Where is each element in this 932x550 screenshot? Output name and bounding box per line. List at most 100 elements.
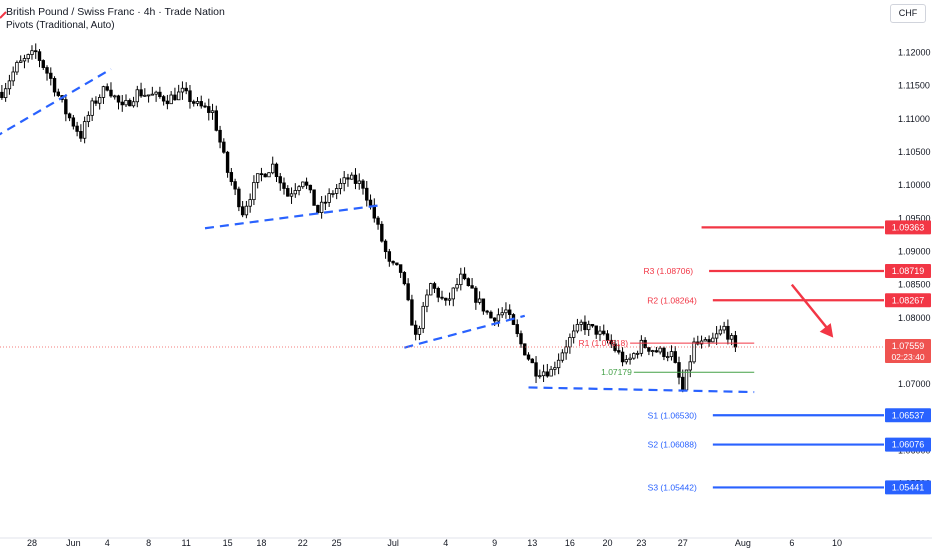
candle-body (602, 330, 606, 335)
candle-body (184, 87, 188, 92)
candle-body (327, 193, 331, 203)
candle-body (440, 296, 444, 299)
candle-body (18, 60, 23, 63)
candle-body (545, 371, 550, 377)
time-tick-label: 13 (527, 538, 537, 548)
pivot-label-s1: S1 (1.06530) (648, 410, 697, 420)
candle-body (22, 58, 27, 62)
candle-body (195, 101, 200, 104)
candle-body (383, 240, 388, 253)
candle-body (274, 163, 279, 178)
candle-body (109, 89, 113, 97)
candle-body (425, 294, 429, 307)
candle-body (49, 72, 53, 79)
candle-body (556, 359, 561, 369)
price-tick-label: 1.10500 (898, 147, 931, 157)
candle-body (37, 51, 42, 61)
candle-body (417, 327, 422, 335)
candle-body (203, 105, 207, 108)
price-tag-label-r2: 1.08267 (892, 295, 925, 305)
candle-body (278, 176, 282, 184)
candle-body (135, 89, 140, 103)
chart-header: British Pound / Swiss Franc · 4h · Trade… (6, 5, 225, 33)
candle-body (395, 262, 399, 266)
price-tick-label: 1.09000 (898, 246, 931, 256)
candle-body (82, 121, 87, 139)
candle-body (192, 101, 196, 104)
candle-body (432, 283, 437, 289)
candle-body (154, 91, 158, 95)
candle-body (729, 335, 734, 340)
candle-body (248, 199, 252, 207)
candle-body (116, 95, 121, 103)
candle-body (575, 324, 580, 332)
pivot-label-r1: R1 (1.07618) (578, 338, 628, 348)
candle-body (3, 88, 8, 99)
candle-body (492, 317, 497, 322)
candle-body (237, 188, 241, 208)
candle-body (180, 87, 185, 93)
candle-body (402, 272, 407, 285)
candle-body (413, 324, 418, 335)
time-tick-label: 27 (678, 538, 688, 548)
time-tick-label: 23 (636, 538, 646, 548)
trendline (0, 68, 112, 136)
pivot-label-p: 1.07179 (601, 367, 632, 377)
candle-body (15, 62, 19, 73)
currency-button[interactable]: CHF (890, 4, 926, 23)
price-tick-label: 1.07000 (898, 379, 931, 389)
time-tick-label: 8 (146, 538, 151, 548)
candle-body (101, 86, 106, 98)
candle-body (650, 350, 655, 353)
price-tag-s1 (885, 408, 931, 423)
candle-body (316, 204, 320, 214)
candle-body (105, 86, 109, 91)
time-tick-label: 6 (789, 538, 794, 548)
candle-body (169, 94, 173, 105)
candle-body (436, 288, 440, 298)
candle-body (11, 71, 15, 82)
candle-body (515, 324, 519, 335)
price-tick-label: 1.11000 (898, 114, 930, 124)
indicator-title[interactable]: Pivots (Traditional, Auto) (6, 20, 115, 31)
candle-body (365, 187, 369, 201)
price-tag-r3 (885, 263, 931, 278)
time-tick-label: 10 (832, 538, 842, 548)
candle-body (353, 174, 358, 184)
down-arrow-shaft (790, 283, 831, 332)
candle-body (677, 362, 681, 378)
candle-body (474, 287, 478, 303)
candle-body (357, 180, 361, 184)
candle-body (350, 174, 354, 180)
candle-body (368, 199, 373, 206)
candle-body (41, 60, 45, 68)
price-tick-label: 1.12000 (898, 48, 931, 58)
candle-body (34, 50, 38, 53)
candle-body (282, 182, 286, 189)
candle-body (338, 183, 343, 189)
candle-body (605, 333, 610, 341)
candle-body (462, 273, 467, 280)
candle-body (79, 130, 83, 139)
candle-body (218, 129, 222, 143)
candle-body (447, 298, 452, 301)
candle-body (410, 299, 414, 326)
symbol-title[interactable]: British Pound / Swiss Franc · 4h · Trade… (6, 6, 225, 18)
candle-body (718, 329, 723, 335)
price-tag-label-s2: 1.06076 (892, 440, 925, 450)
candle-body (146, 94, 151, 97)
candle-body (176, 91, 181, 101)
candle-body (647, 347, 651, 352)
candle-body (496, 314, 501, 322)
candle-body (538, 375, 542, 378)
candle-body (391, 260, 395, 264)
candle-body (86, 114, 91, 123)
candle-body (564, 346, 568, 354)
candle-body (451, 287, 455, 300)
candle-body (398, 264, 403, 273)
candle-body (71, 117, 76, 127)
candle-body (609, 339, 613, 345)
candle-body (45, 67, 49, 74)
candle-body (519, 333, 523, 345)
